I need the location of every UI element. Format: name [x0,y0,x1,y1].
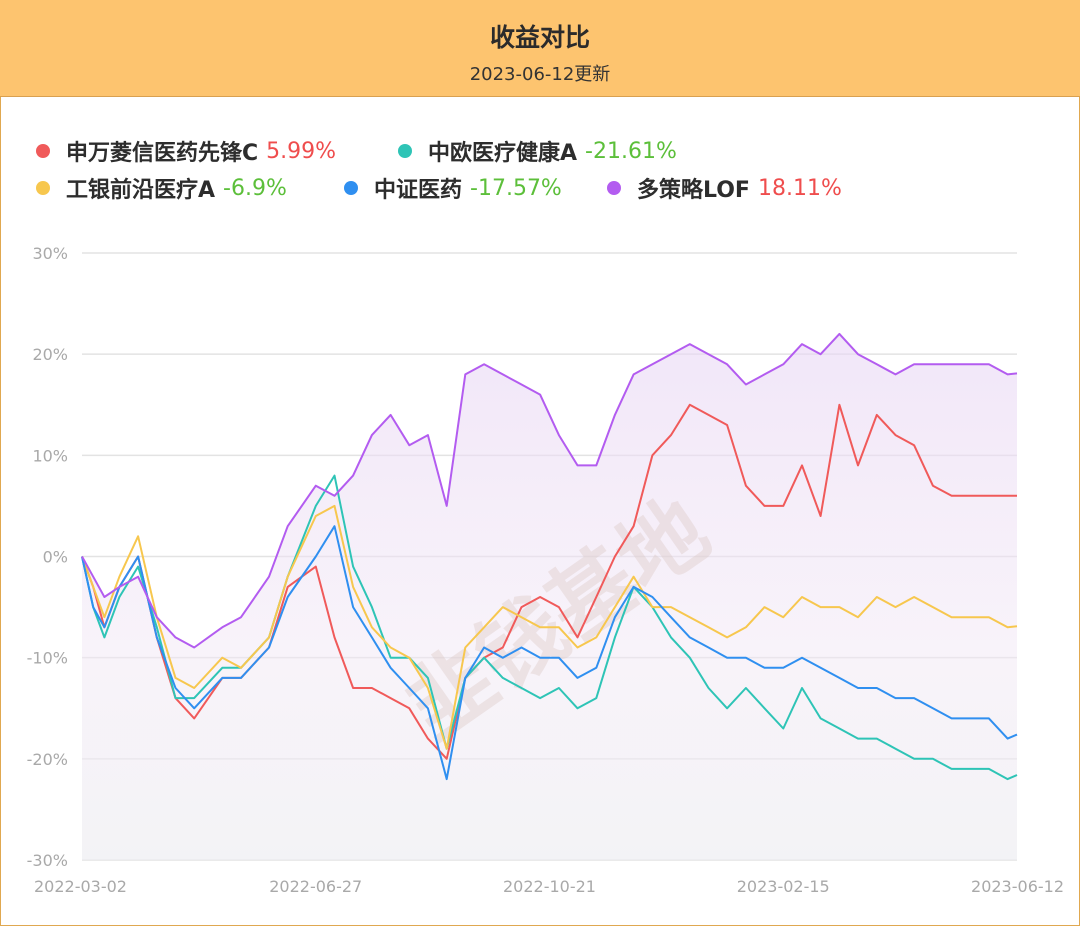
legend-item-series-4[interactable]: 中证医药 -17.57% [344,173,562,203]
legend-dot-icon [398,144,412,158]
legend-return: -21.61% [585,138,677,164]
y-tick-label: 0% [43,548,68,567]
series-line-5[interactable] [81,332,1018,649]
legend-dot-icon [36,181,50,195]
y-tick-label: 30% [32,244,68,263]
series-line-3[interactable] [81,504,1018,750]
y-tick-label: -20% [27,750,68,769]
series-line-4[interactable] [81,525,1018,781]
legend-label: 工银前沿医疗A [66,178,216,203]
legend-item-series-1[interactable]: 申万菱信医药先锋C 5.99% [36,136,336,166]
series-lines [81,332,1018,781]
legend-dot-icon [36,144,50,158]
legend-return: -17.57% [470,175,562,201]
legend-label: 中欧医疗健康A [428,141,578,166]
page-title: 收益对比 [489,23,590,52]
y-tick-label: -10% [27,649,68,668]
legend-label: 中证医药 [374,178,463,203]
legend-dot-icon [607,181,621,195]
legend-return: 18.11% [757,175,842,201]
series-line-2[interactable] [81,474,1018,781]
x-tick-label: 2023-06-12 [971,877,1064,896]
x-tick-label: 2022-10-21 [503,877,596,896]
x-tick-label: 2023-02-15 [737,877,830,896]
header-bar: 收益对比 2023-06-12更新 [0,0,1080,97]
x-tick-label: 2022-06-27 [269,877,362,896]
update-date: 2023-06-12更新 [469,64,611,85]
y-tick-label: 10% [32,446,68,465]
y-tick-label: -30% [27,851,68,870]
legend-item-series-3[interactable]: 工银前沿医疗A -6.9% [36,173,287,203]
legend-dot-icon [344,181,358,195]
legend-label: 申万菱信医药先锋C [66,141,259,166]
legend-item-series-5[interactable]: 多策略LOF 18.11% [607,173,842,203]
legend-item-series-2[interactable]: 中欧医疗健康A -21.61% [398,136,677,166]
legend-return: 5.99% [266,138,337,164]
x-axis: 2022-03-02 2022-06-27 2022-10-21 2023-02-15… [34,877,1064,896]
x-tick-label: 2022-03-02 [34,877,127,896]
y-tick-label: 20% [32,345,68,364]
legend-label: 多策略LOF [637,178,750,203]
legend-return: -6.9% [223,175,287,201]
y-axis: 30% 20% 10% 0% -10% -20% -30% [27,244,68,870]
